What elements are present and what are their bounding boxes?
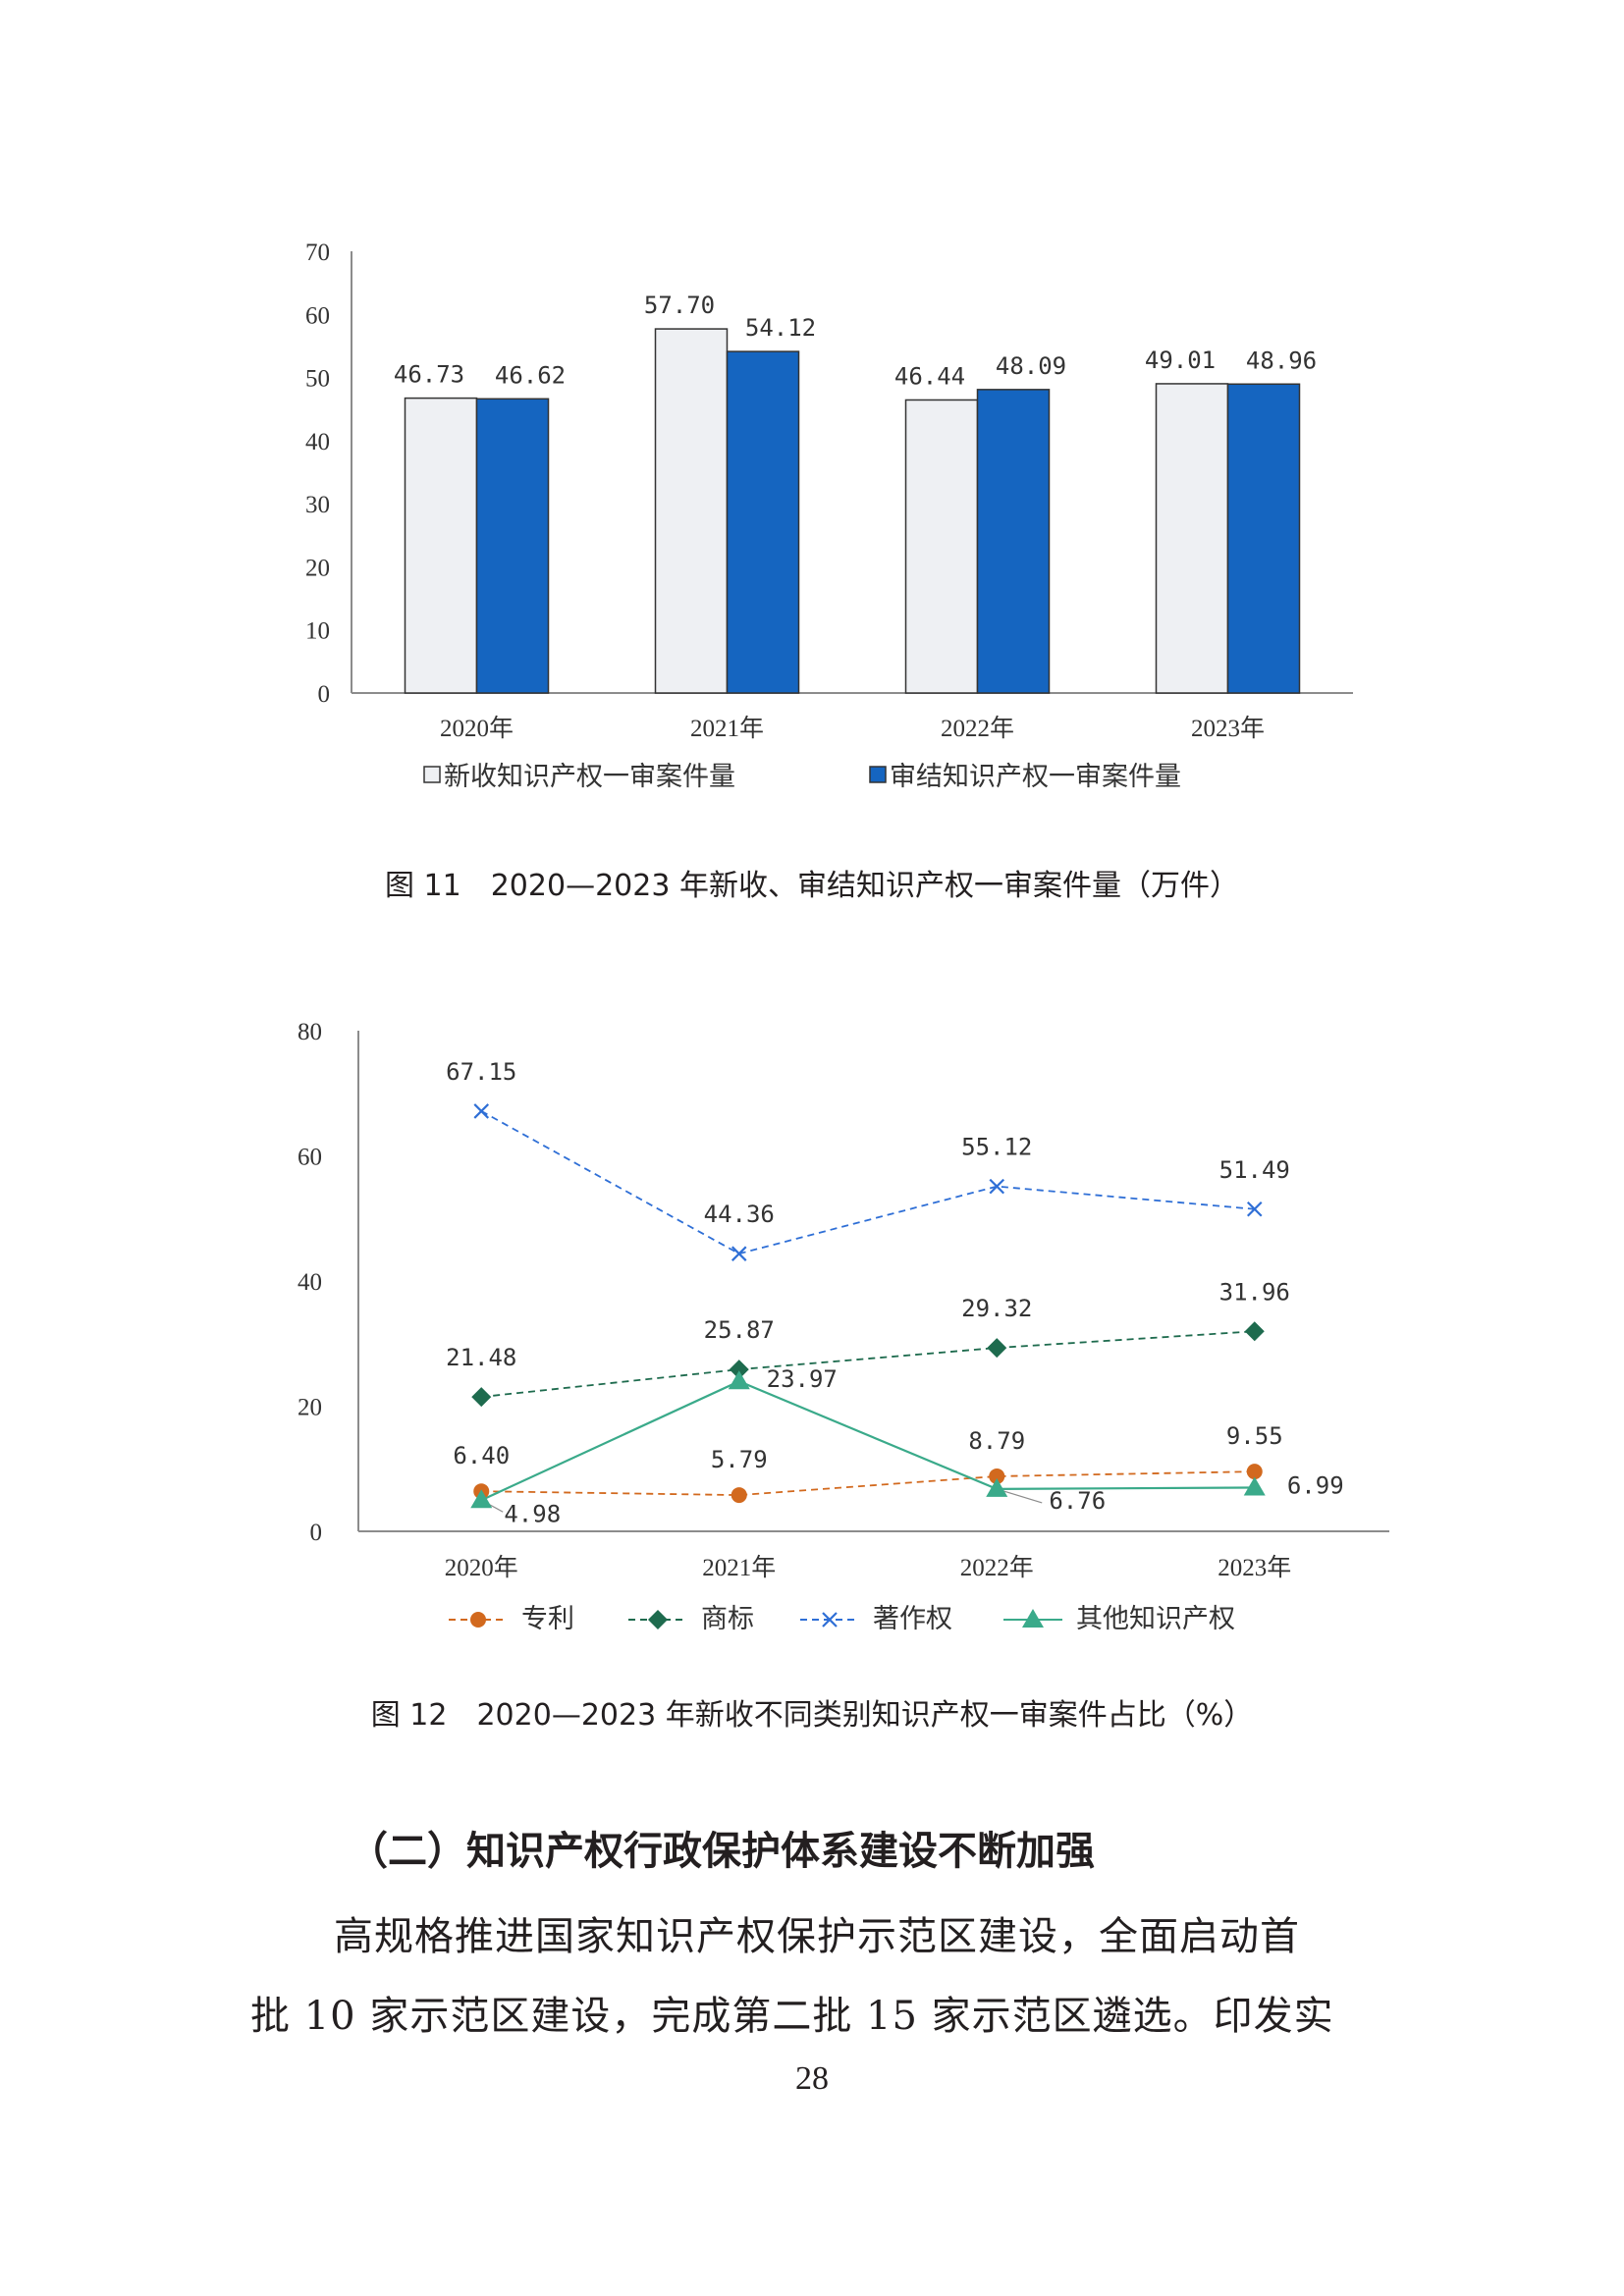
data-point bbox=[470, 1612, 486, 1628]
figure-12-caption: 图 12 2020—2023 年新收不同类别知识产权一审案件占比（%） bbox=[370, 1698, 1254, 1733]
x-tick-label: 2020年 bbox=[445, 1554, 518, 1581]
case-volume-bar-chart: 0 10 20 30 40 50 60 70 2020年 46.73 46.62 2021年 57.70… bbox=[305, 240, 1353, 792]
bar bbox=[726, 350, 800, 694]
bar bbox=[904, 399, 979, 694]
legend-label: 专利 bbox=[521, 1604, 574, 1634]
x-tick-label: 2020年 bbox=[440, 715, 514, 742]
data-point bbox=[470, 1489, 493, 1509]
legend-label: 其他知识产权 bbox=[1076, 1604, 1235, 1634]
data-point bbox=[822, 1612, 838, 1628]
y-tick-label: 0 bbox=[310, 1520, 323, 1546]
legend-swatch bbox=[423, 766, 441, 783]
data-point bbox=[731, 1246, 747, 1261]
bar bbox=[1226, 383, 1301, 694]
data-label: 48.96 bbox=[1246, 347, 1317, 374]
y-tick-label: 10 bbox=[305, 618, 330, 645]
data-label: 9.55 bbox=[1226, 1422, 1283, 1450]
data-label: 46.62 bbox=[495, 361, 566, 389]
y-tick-label: 60 bbox=[305, 302, 330, 329]
data-label: 6.40 bbox=[453, 1442, 510, 1469]
bar bbox=[976, 389, 1051, 694]
data-label: 54.12 bbox=[745, 314, 816, 342]
series-line bbox=[481, 1330, 1255, 1398]
data-label: 46.73 bbox=[394, 361, 464, 389]
x-tick-label: 2021年 bbox=[702, 1554, 776, 1581]
paragraph-line-2: 批 10 家示范区建设，完成第二批 15 家示范区遴选。印发实 bbox=[250, 1994, 1334, 2039]
y-tick-label: 20 bbox=[298, 1395, 322, 1421]
data-label: 48.09 bbox=[996, 352, 1066, 380]
data-point bbox=[1246, 1201, 1263, 1217]
figure-11-caption: 图 11 2020—2023 年新收、审结知识产权一审案件量（万件） bbox=[385, 869, 1239, 903]
case-share-line-chart: 0 20 40 60 80 2020年 2021年 2022年 2023年 6.40 5.79 8.7… bbox=[298, 1019, 1389, 1634]
data-point bbox=[1243, 1476, 1266, 1496]
data-point bbox=[648, 1610, 668, 1629]
data-label: 57.70 bbox=[644, 292, 715, 319]
data-label: 31.96 bbox=[1219, 1278, 1290, 1306]
y-tick-label: 80 bbox=[298, 1019, 322, 1045]
legend-swatch bbox=[869, 766, 887, 783]
data-point bbox=[1246, 1464, 1263, 1480]
paragraph-line-1: 高规格推进国家知识产权保护示范区建设，全面启动首 bbox=[334, 1914, 1300, 1959]
data-point bbox=[989, 1468, 1005, 1484]
data-point bbox=[987, 1338, 1007, 1359]
y-tick-label: 40 bbox=[305, 429, 330, 455]
y-tick-label: 70 bbox=[305, 240, 330, 266]
data-point bbox=[986, 1477, 1008, 1497]
data-label: 6.76 bbox=[1049, 1487, 1106, 1515]
y-tick-label: 30 bbox=[305, 492, 330, 518]
data-point bbox=[1022, 1609, 1044, 1628]
y-tick-label: 0 bbox=[318, 681, 331, 708]
bar bbox=[475, 398, 550, 694]
x-tick-label: 2021年 bbox=[690, 715, 764, 742]
data-label: 5.79 bbox=[711, 1446, 768, 1473]
data-point bbox=[989, 1178, 1005, 1195]
data-label: 4.98 bbox=[504, 1500, 561, 1527]
x-tick-label: 2022年 bbox=[941, 715, 1014, 742]
data-label: 23.97 bbox=[767, 1365, 838, 1393]
y-tick-label: 20 bbox=[305, 555, 330, 581]
data-label: 8.79 bbox=[968, 1427, 1025, 1455]
data-label: 21.48 bbox=[446, 1344, 516, 1371]
data-label: 55.12 bbox=[961, 1134, 1032, 1161]
legend-label: 新收知识产权一审案件量 bbox=[444, 762, 735, 792]
legend-label: 审结知识产权一审案件量 bbox=[890, 762, 1181, 792]
page-number: 28 bbox=[795, 2060, 829, 2097]
data-point bbox=[473, 1103, 490, 1119]
data-point bbox=[1244, 1321, 1265, 1342]
x-tick-label: 2023年 bbox=[1191, 715, 1265, 742]
bar bbox=[404, 397, 478, 694]
data-label: 25.87 bbox=[704, 1316, 775, 1344]
series-line bbox=[480, 1110, 1255, 1255]
data-point bbox=[471, 1387, 492, 1408]
data-label: 51.49 bbox=[1219, 1156, 1290, 1184]
legend-label: 著作权 bbox=[873, 1604, 952, 1634]
data-point bbox=[731, 1487, 747, 1504]
data-label: 29.32 bbox=[961, 1295, 1032, 1322]
series-line bbox=[481, 1470, 1255, 1496]
y-tick-label: 60 bbox=[298, 1145, 322, 1171]
y-tick-label: 40 bbox=[298, 1269, 322, 1296]
section-heading: （二）知识产权行政保护体系建设不断加强 bbox=[349, 1829, 1095, 1874]
x-tick-label: 2022年 bbox=[960, 1554, 1034, 1581]
x-tick-label: 2023年 bbox=[1218, 1554, 1291, 1581]
data-point bbox=[729, 1360, 749, 1380]
data-label: 44.36 bbox=[704, 1201, 775, 1228]
series-line bbox=[480, 1379, 1255, 1502]
data-label: 67.15 bbox=[446, 1058, 516, 1086]
legend-label: 商标 bbox=[701, 1604, 754, 1634]
data-label: 49.01 bbox=[1145, 347, 1216, 374]
bar bbox=[654, 328, 729, 694]
data-label: 6.99 bbox=[1287, 1471, 1344, 1499]
data-label: 46.44 bbox=[894, 362, 965, 390]
y-tick-label: 50 bbox=[305, 366, 330, 393]
data-point bbox=[728, 1370, 750, 1390]
